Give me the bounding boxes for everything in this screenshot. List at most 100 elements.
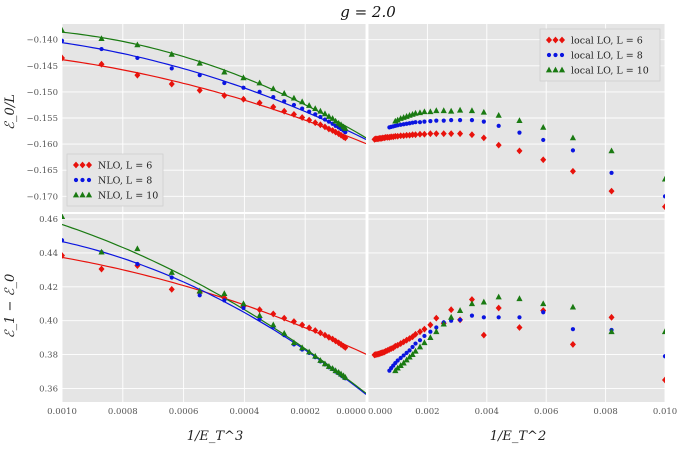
y-tick-label: −0.140 — [27, 36, 58, 46]
data-point — [457, 317, 463, 322]
data-point — [403, 336, 410, 344]
panel-background — [62, 214, 366, 402]
data-point — [221, 294, 228, 302]
data-point — [457, 117, 463, 123]
y-tick-label: −0.170 — [27, 192, 58, 202]
data-point — [62, 54, 65, 62]
data-point — [329, 365, 336, 371]
panel-top-right: local LO, L = 6 local LO, L = 8 local LO, … — [367, 24, 666, 212]
data-point — [241, 305, 246, 311]
data-point — [541, 137, 546, 143]
legend-marker — [552, 66, 559, 73]
data-point — [417, 120, 423, 125]
data-point — [62, 214, 66, 219]
data-point — [290, 110, 297, 118]
y-tick-label: 0.46 — [39, 215, 58, 225]
y-tick-label: −0.145 — [27, 62, 58, 72]
plot-area — [371, 293, 665, 384]
data-point — [495, 293, 502, 300]
legend-entry: local LO, L = 6 — [546, 36, 643, 47]
data-point — [281, 314, 288, 322]
legend-label: NLO, L = 6 — [98, 161, 152, 172]
data-point — [516, 117, 523, 124]
data-point — [299, 98, 306, 105]
data-point — [281, 107, 288, 115]
data-point — [448, 130, 455, 138]
data-point — [342, 125, 349, 131]
data-point — [329, 115, 336, 121]
data-point — [428, 119, 433, 124]
data-point — [516, 324, 523, 331]
data-point — [469, 313, 475, 318]
data-point — [342, 344, 349, 351]
x-axis-label-left: 1/E_T^3 — [187, 429, 243, 444]
legend-marker — [72, 191, 80, 198]
x-tick-label: 0.0000 — [336, 407, 366, 417]
data-point — [290, 94, 298, 101]
data-point — [312, 119, 319, 127]
data-point — [270, 321, 277, 328]
data-point — [540, 124, 547, 130]
data-point — [307, 109, 312, 114]
data-point — [312, 352, 319, 359]
data-point — [481, 315, 486, 320]
legend-marker — [558, 66, 566, 73]
plot-area — [62, 214, 366, 395]
legend-entry: NLO, L = 6 — [73, 161, 152, 172]
data-point — [317, 107, 324, 114]
y-axis-label-bottom: ℰ_1 − ℰ_0 — [3, 274, 18, 338]
data-point — [433, 314, 440, 322]
data-point — [427, 321, 434, 329]
y-tick-label: 0.36 — [39, 384, 58, 394]
x-tick-label: 0.0002 — [290, 407, 320, 417]
data-point — [196, 59, 203, 66]
figure-title: g = 2.0 — [340, 3, 396, 21]
y-tick-label: 0.44 — [39, 249, 58, 259]
data-point — [608, 328, 615, 335]
data-point — [570, 327, 576, 332]
data-point — [300, 106, 305, 111]
legend-label: local LO, L = 8 — [571, 51, 643, 62]
legend-label: NLO, L = 10 — [98, 191, 158, 202]
y-tick-label: −0.150 — [27, 88, 58, 98]
data-point — [371, 136, 378, 143]
x-tick-label: 0.004 — [475, 407, 499, 417]
data-point — [440, 130, 447, 138]
x-tick-label: 0.0010 — [47, 407, 77, 417]
data-point — [98, 35, 105, 42]
data-point — [609, 170, 614, 175]
y-tick-label: −0.155 — [27, 114, 58, 124]
data-point — [168, 269, 175, 275]
panel-background — [368, 214, 665, 402]
data-point — [496, 315, 501, 320]
legend-marker — [553, 52, 558, 58]
data-point — [440, 320, 447, 327]
data-point — [270, 103, 277, 111]
legend: local LO, L = 6 local LO, L = 8 local LO, … — [539, 28, 661, 82]
data-point — [290, 339, 298, 346]
data-point — [256, 79, 263, 86]
x-axis-label-right: 1/E_T^2 — [490, 429, 546, 444]
data-point — [98, 60, 105, 68]
data-point — [281, 330, 288, 336]
data-point — [416, 130, 423, 138]
y-tick-label: 0.40 — [39, 317, 58, 327]
legend-label: local LO, L = 10 — [571, 66, 649, 77]
data-point — [541, 310, 546, 315]
data-point — [342, 134, 349, 142]
data-point — [168, 285, 175, 293]
x-tick-label: 0.0008 — [108, 407, 138, 417]
data-point — [222, 298, 227, 303]
data-point — [168, 80, 175, 88]
data-point — [569, 341, 576, 348]
data-point — [197, 73, 202, 78]
data-point — [134, 245, 141, 252]
legend-entry: local LO, L = 8 — [546, 51, 643, 62]
data-point — [98, 265, 105, 273]
data-point — [434, 118, 439, 123]
data-point — [517, 130, 522, 135]
data-point — [516, 295, 523, 302]
x-tick-label: 0.002 — [415, 407, 439, 417]
data-point — [169, 275, 174, 280]
data-point — [540, 300, 547, 307]
